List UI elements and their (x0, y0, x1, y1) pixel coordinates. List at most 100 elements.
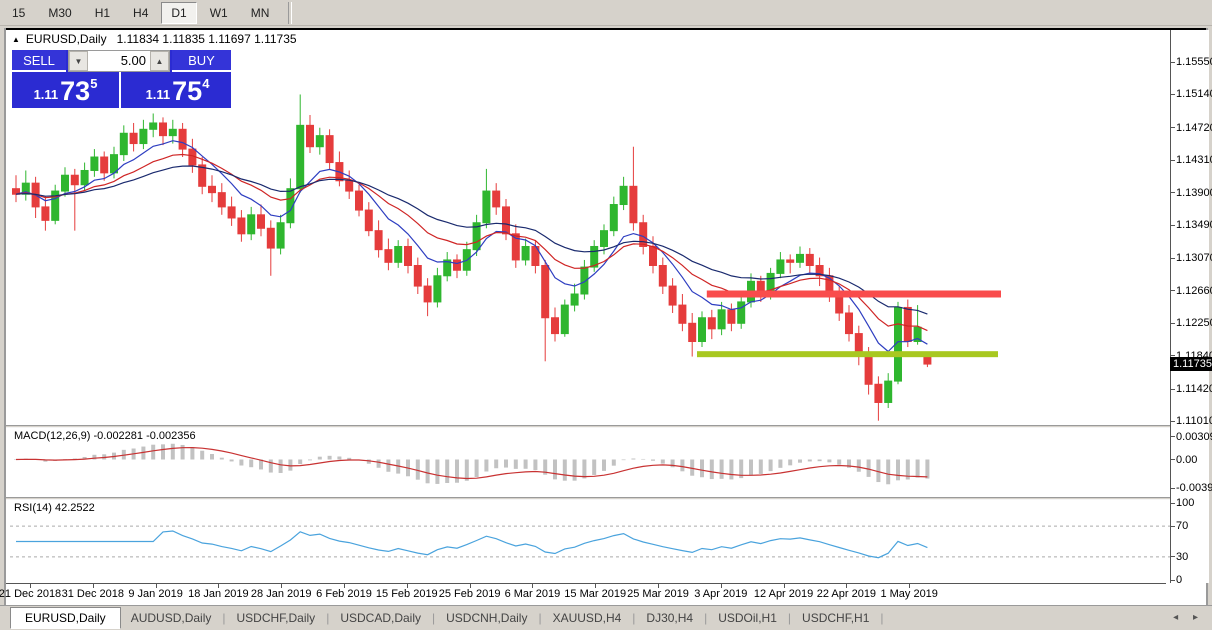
tab-dj30-h4[interactable]: DJ30,H4 (646, 611, 694, 625)
volume-input[interactable]: 5.00 (120, 53, 146, 68)
tab-separator: | (326, 611, 330, 625)
tab-audusd-daily[interactable]: AUDUSD,Daily (130, 611, 212, 625)
tab-separator: | (787, 611, 792, 625)
macd-panel-separator[interactable] (6, 425, 1206, 428)
tab-scroll-arrows[interactable]: ◂ ▸ (1173, 612, 1204, 623)
price-axis-tick (1171, 290, 1175, 292)
chart-window: ▲ EURUSD,Daily 1.11834 1.11835 1.11697 1… (0, 28, 1212, 606)
tab-xauusd-h4[interactable]: XAUUSD,H4 (552, 611, 622, 625)
date-axis[interactable]: 21 Dec 2018 31 Dec 2018 9 Jan 2019 18 Jan 2… (0, 583, 1166, 606)
price-axis-label: 1.11010 (1176, 415, 1212, 428)
date-axis-tick (344, 584, 345, 588)
tab-usdoil-h1[interactable]: USDOil,H1 (718, 611, 777, 625)
date-axis-tick (595, 584, 597, 588)
date-axis-tick (658, 584, 659, 588)
date-axis-label: 1 May 2019 (880, 588, 938, 600)
candlestick-chart[interactable] (10, 48, 1170, 425)
volume-increase-icon[interactable]: ▲ (150, 51, 169, 71)
timeframe-button-h1[interactable]: H1 (94, 5, 111, 20)
date-axis-label: 21 Dec 2018 (0, 588, 62, 600)
date-axis-tick (155, 584, 157, 588)
price-axis-label: 1.14720 (1176, 121, 1212, 134)
price-axis-label: 1.13490 (1176, 219, 1212, 232)
price-axis-tick (1171, 127, 1175, 129)
date-axis-label: 25 Mar 2019 (627, 588, 689, 600)
resistance-line (706, 290, 1001, 298)
rsi-indicator-label: RSI(14) 42.2522 (14, 502, 95, 514)
price-axis-label: 1.11420 (1176, 383, 1212, 395)
date-axis-tick (406, 584, 408, 588)
timeframe-button-m30[interactable]: M30 (48, 5, 72, 20)
date-axis-label: 12 Apr 2019 (753, 588, 814, 600)
timeframe-button-15[interactable]: 15 (12, 5, 26, 20)
rsi-axis-tick (1171, 502, 1175, 504)
sell-button[interactable]: SELL (12, 50, 66, 72)
price-axis-label: 1.12250 (1176, 317, 1212, 330)
buy-price-button[interactable]: 1.11 75 4 (124, 72, 231, 108)
rsi-axis-label: 0 (1176, 574, 1183, 586)
date-axis-tick (783, 584, 785, 588)
date-axis-label: 22 Apr 2019 (816, 588, 877, 600)
current-price-tag: 1.11735 (1170, 357, 1212, 372)
date-axis-tick (469, 584, 471, 588)
chart-tab-bar: EURUSD,Daily AUDUSD,Daily | USDCHF,Daily | US… (0, 605, 1212, 630)
support-line (697, 351, 998, 358)
chart-title-row: ▲ EURUSD,Daily 1.11834 1.11835 1.11697 1… (6, 30, 1206, 48)
price-axis-label: 1.15140 (1176, 88, 1212, 101)
date-axis-tick (532, 584, 534, 588)
price-axis-tick (1171, 93, 1175, 95)
price-axis-tick (1171, 159, 1175, 161)
chart-symbol-label: EURUSD,Daily (25, 32, 107, 46)
one-click-trade-panel: SELL ▼ 5.00 ▲ BUY 1.11 73 5 1.11 75 4 (12, 50, 231, 108)
buy-price-pipette: 4 (202, 76, 210, 91)
macd-axis-label: 0.00 (1176, 453, 1198, 466)
price-axis-tick (1171, 224, 1175, 226)
price-axis-label: 1.12660 (1176, 284, 1212, 297)
buy-price-prefix: 1.11 (145, 87, 171, 102)
toolbar-separator (288, 1, 293, 24)
tab-separator: | (432, 611, 436, 625)
buy-price-big-digits: 75 (172, 76, 203, 106)
tab-usdcad-daily[interactable]: USDCAD,Daily (340, 611, 421, 625)
date-axis-label: 3 Apr 2019 (694, 588, 748, 600)
sell-price-pipette: 5 (90, 76, 98, 91)
buy-button[interactable]: BUY (172, 50, 231, 72)
rsi-panel-separator[interactable] (6, 497, 1206, 500)
tab-separator: | (632, 611, 636, 625)
price-axis-tick (1171, 355, 1175, 357)
macd-chart[interactable] (10, 428, 1170, 497)
price-axis-tick (1171, 420, 1175, 422)
timeframe-button-d1[interactable]: D1 (161, 1, 197, 24)
macd-axis-tick (1171, 436, 1175, 438)
macd-axis-label: 0.003095 (1176, 430, 1212, 443)
rsi-axis-label: 100 (1176, 497, 1195, 509)
sell-price-button[interactable]: 1.11 73 5 (12, 72, 121, 108)
window-top-border (6, 28, 1206, 30)
date-axis-tick (281, 584, 283, 588)
date-axis-label: 31 Dec 2018 (61, 588, 124, 600)
tab-usdchf-daily[interactable]: USDCHF,Daily (236, 611, 316, 625)
price-axis-label: 1.13070 (1176, 252, 1212, 265)
tab-usdchf-h1[interactable]: USDCHF,H1 (802, 611, 870, 625)
tab-eurusd-daily[interactable]: EURUSD,Daily (10, 607, 121, 629)
rsi-chart[interactable] (10, 500, 1170, 583)
date-axis-tick (218, 584, 220, 588)
tab-separator: | (704, 611, 708, 625)
tab-usdcnh-daily[interactable]: USDCNH,Daily (446, 611, 528, 625)
price-axis-tick (1171, 322, 1175, 324)
price-axis[interactable]: 1.15550 1.15140 1.14720 1.14310 1.13900 1.134… (1170, 30, 1212, 586)
rsi-axis-tick (1171, 579, 1175, 581)
price-axis-label: 1.14310 (1176, 154, 1212, 167)
collapse-trade-panel-icon[interactable]: ▲ (12, 34, 20, 44)
date-axis-label: 18 Jan 2019 (188, 588, 249, 600)
date-axis-label: 28 Jan 2019 (250, 588, 312, 600)
timeframe-button-h4[interactable]: H4 (133, 5, 149, 20)
rsi-axis-label: 70 (1176, 520, 1189, 533)
volume-decrease-icon[interactable]: ▼ (69, 51, 88, 71)
sell-price-prefix: 1.11 (33, 87, 59, 102)
price-axis-label: 1.15550 (1176, 56, 1212, 68)
price-axis-tick (1171, 61, 1175, 63)
timeframe-button-mn[interactable]: MN (250, 5, 270, 20)
timeframe-button-w1[interactable]: W1 (209, 5, 228, 20)
